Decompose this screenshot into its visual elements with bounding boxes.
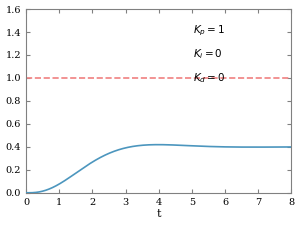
X-axis label: t: t	[157, 209, 161, 219]
Text: $K_d = 0$: $K_d = 0$	[193, 72, 226, 85]
Text: $K_p = 1$: $K_p = 1$	[193, 24, 225, 38]
Text: $K_i = 0$: $K_i = 0$	[193, 48, 223, 61]
